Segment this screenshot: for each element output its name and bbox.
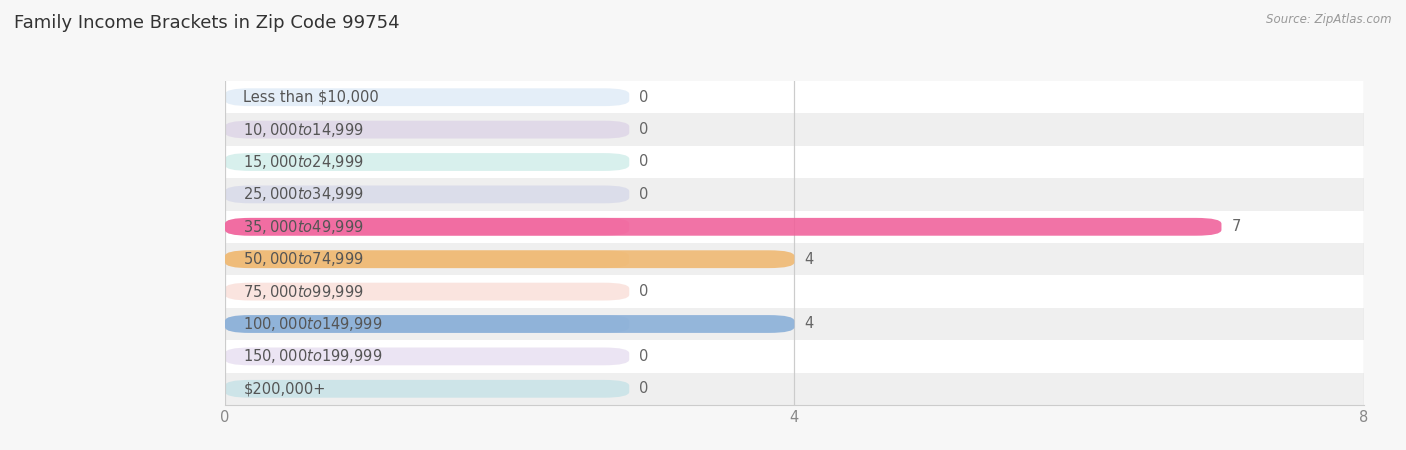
Text: 0: 0 — [640, 90, 648, 105]
FancyBboxPatch shape — [225, 315, 630, 333]
FancyBboxPatch shape — [225, 88, 630, 106]
Bar — [225, 373, 1364, 405]
Text: $50,000 to $74,999: $50,000 to $74,999 — [243, 250, 364, 268]
Text: $150,000 to $199,999: $150,000 to $199,999 — [243, 347, 382, 365]
Bar — [225, 243, 1364, 275]
FancyBboxPatch shape — [225, 347, 630, 365]
FancyBboxPatch shape — [225, 153, 630, 171]
Text: Family Income Brackets in Zip Code 99754: Family Income Brackets in Zip Code 99754 — [14, 14, 399, 32]
Bar — [225, 81, 1364, 113]
Text: 0: 0 — [640, 381, 648, 396]
Text: $15,000 to $24,999: $15,000 to $24,999 — [243, 153, 364, 171]
Bar — [225, 178, 1364, 211]
Bar — [225, 146, 1364, 178]
Text: $200,000+: $200,000+ — [243, 381, 326, 396]
Text: 0: 0 — [640, 349, 648, 364]
Text: 0: 0 — [640, 154, 648, 170]
FancyBboxPatch shape — [225, 250, 794, 268]
Text: 4: 4 — [804, 252, 814, 267]
Bar — [225, 113, 1364, 146]
Text: $35,000 to $49,999: $35,000 to $49,999 — [243, 218, 364, 236]
Text: $25,000 to $34,999: $25,000 to $34,999 — [243, 185, 364, 203]
FancyBboxPatch shape — [225, 185, 630, 203]
Text: 0: 0 — [640, 284, 648, 299]
Text: 0: 0 — [640, 187, 648, 202]
Text: Less than $10,000: Less than $10,000 — [243, 90, 380, 105]
Bar — [225, 275, 1364, 308]
FancyBboxPatch shape — [225, 380, 630, 398]
Text: $10,000 to $14,999: $10,000 to $14,999 — [243, 121, 364, 139]
FancyBboxPatch shape — [225, 218, 1222, 236]
Text: Source: ZipAtlas.com: Source: ZipAtlas.com — [1267, 14, 1392, 27]
FancyBboxPatch shape — [225, 250, 630, 268]
Bar — [225, 308, 1364, 340]
FancyBboxPatch shape — [225, 218, 630, 236]
Text: 4: 4 — [804, 316, 814, 332]
FancyBboxPatch shape — [225, 315, 794, 333]
Text: $100,000 to $149,999: $100,000 to $149,999 — [243, 315, 382, 333]
FancyBboxPatch shape — [225, 283, 630, 301]
Text: $75,000 to $99,999: $75,000 to $99,999 — [243, 283, 364, 301]
Bar — [225, 211, 1364, 243]
FancyBboxPatch shape — [225, 121, 630, 139]
Text: 7: 7 — [1232, 219, 1241, 234]
Bar — [225, 340, 1364, 373]
Text: 0: 0 — [640, 122, 648, 137]
